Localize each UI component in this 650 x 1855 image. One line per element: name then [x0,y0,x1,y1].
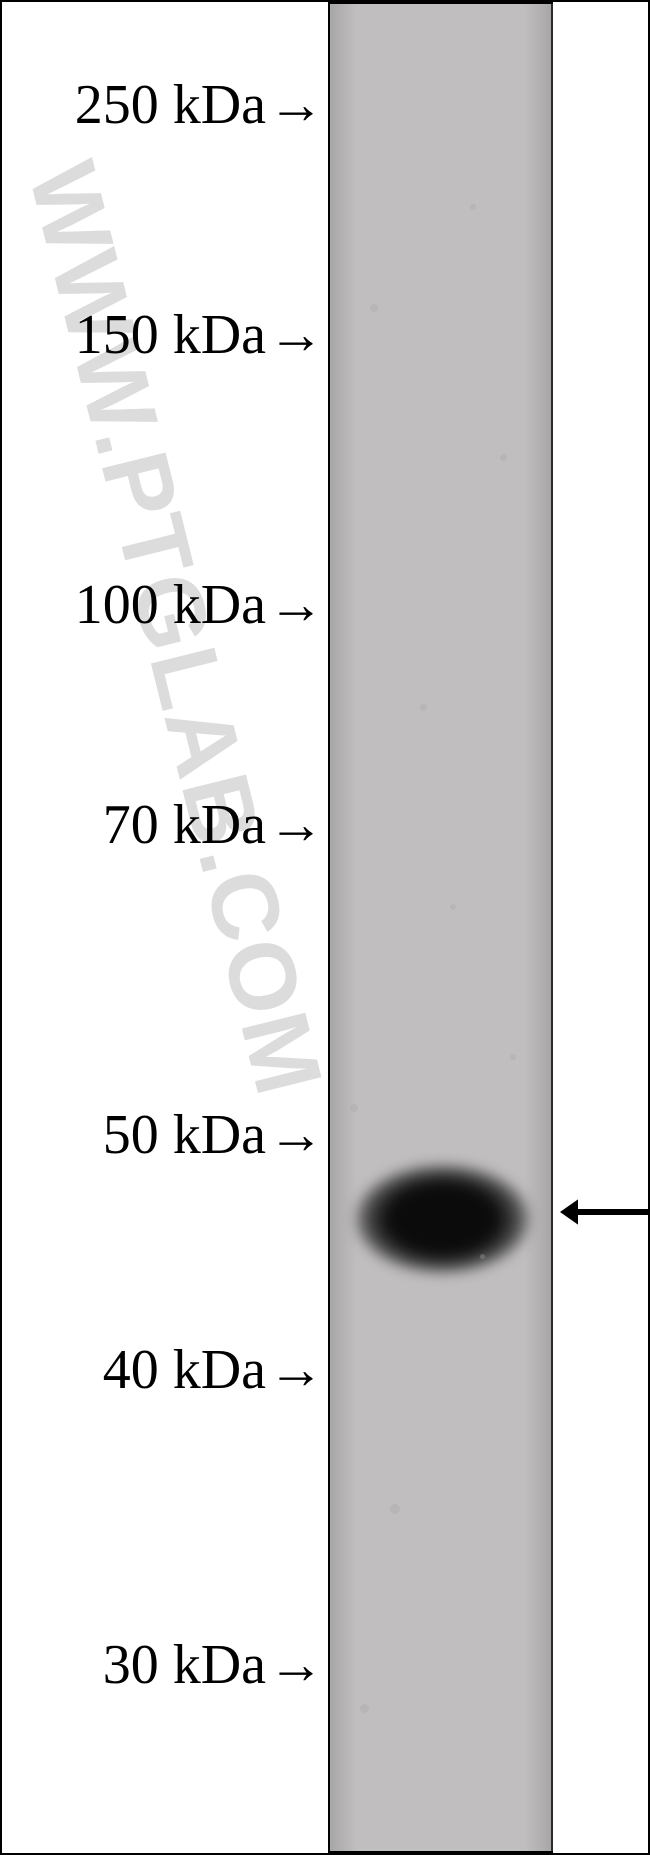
arrow-right-icon: → [268,793,324,857]
arrow-right-icon: → [268,1633,324,1697]
arrow-right-icon: → [268,573,324,637]
mw-marker-value: 150 [75,303,159,367]
mw-marker-value: 50 [103,1103,159,1167]
mw-marker-50: 50kDa→ [103,1103,324,1167]
mw-marker-unit: kDa [173,73,266,137]
mw-marker-250: 250kDa→ [75,73,324,137]
mw-marker-value: 100 [75,573,159,637]
arrow-right-icon: → [268,73,324,137]
protein-band [355,1164,531,1274]
mw-marker-40: 40kDa→ [103,1338,324,1402]
blot-lane [328,2,553,1853]
mw-marker-70: 70kDa→ [103,793,324,857]
mw-marker-unit: kDa [173,303,266,367]
arrow-right-icon: → [268,303,324,367]
band-indicator-arrow [560,1194,650,1230]
mw-marker-unit: kDa [173,573,266,637]
mw-marker-unit: kDa [173,1633,266,1697]
mw-marker-unit: kDa [173,1338,266,1402]
mw-marker-value: 40 [103,1338,159,1402]
mw-marker-value: 30 [103,1633,159,1697]
mw-marker-value: 250 [75,73,159,137]
mw-marker-100: 100kDa→ [75,573,324,637]
mw-marker-150: 150kDa→ [75,303,324,367]
western-blot-figure: WWW.PTGLAB.COM 250kDa→150kDa→100kDa→70kD… [0,0,650,1855]
mw-marker-unit: kDa [173,793,266,857]
mw-marker-30: 30kDa→ [103,1633,324,1697]
lane-background [330,4,551,1851]
mw-marker-unit: kDa [173,1103,266,1167]
arrow-right-icon: → [268,1338,324,1402]
arrow-right-icon: → [268,1103,324,1167]
mw-marker-value: 70 [103,793,159,857]
